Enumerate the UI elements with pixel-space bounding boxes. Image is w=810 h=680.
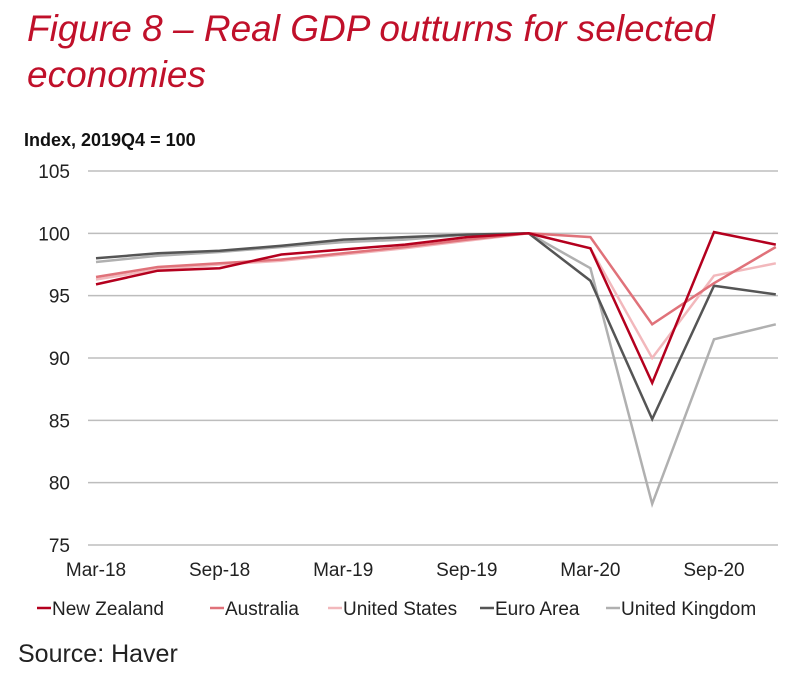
legend-label: New Zealand: [52, 599, 164, 620]
x-tick-label: Sep-20: [683, 560, 744, 581]
series-line-australia: [95, 232, 777, 327]
legend: New Zealand Australia United States Euro Ar…: [37, 599, 756, 620]
series-lines: [95, 230, 777, 509]
legend-label: Euro Area: [495, 599, 580, 620]
y-tick-label: 105: [38, 162, 70, 183]
x-tick-label: Mar-19: [313, 560, 373, 581]
legend-item: United Kingdom: [606, 599, 756, 620]
y-tick-label: 75: [49, 536, 70, 557]
y-axis-label: Index, 2019Q4 = 100: [24, 130, 196, 150]
legend-label: United Kingdom: [621, 599, 756, 620]
x-tick-label: Mar-18: [66, 560, 126, 581]
x-axis-ticks: Mar-18 Sep-18 Mar-19 Sep-19 Mar-20 Sep-20: [66, 560, 745, 581]
y-tick-label: 100: [38, 224, 70, 245]
line-chart: 75 80 85 90 95 100 105 Mar-18 Sep-18 Mar-19 Sep-1…: [37, 162, 778, 620]
gridlines: [88, 170, 778, 546]
legend-item: United States: [328, 599, 457, 620]
series-line-united-kingdom: [95, 232, 777, 509]
legend-item: Euro Area: [480, 599, 580, 620]
legend-item: Australia: [210, 599, 299, 620]
y-tick-label: 95: [49, 287, 70, 308]
y-tick-label: 90: [49, 349, 70, 370]
series-line-euro-area: [95, 232, 776, 423]
x-tick-label: Sep-18: [189, 560, 250, 581]
x-tick-label: Mar-20: [560, 560, 620, 581]
y-tick-label: 85: [49, 411, 70, 432]
chart-title: Figure 8 – Real GDP outturns for selecte…: [27, 8, 715, 95]
x-tick-label: Sep-19: [436, 560, 497, 581]
source-note: Source: Haver: [18, 640, 178, 668]
legend-item: New Zealand: [37, 599, 164, 620]
y-tick-label: 80: [49, 474, 70, 495]
legend-label: Australia: [225, 599, 299, 620]
y-axis-ticks: 75 80 85 90 95 100 105: [38, 162, 70, 557]
series-line-new-zealand: [95, 230, 777, 387]
legend-label: United States: [343, 599, 457, 620]
